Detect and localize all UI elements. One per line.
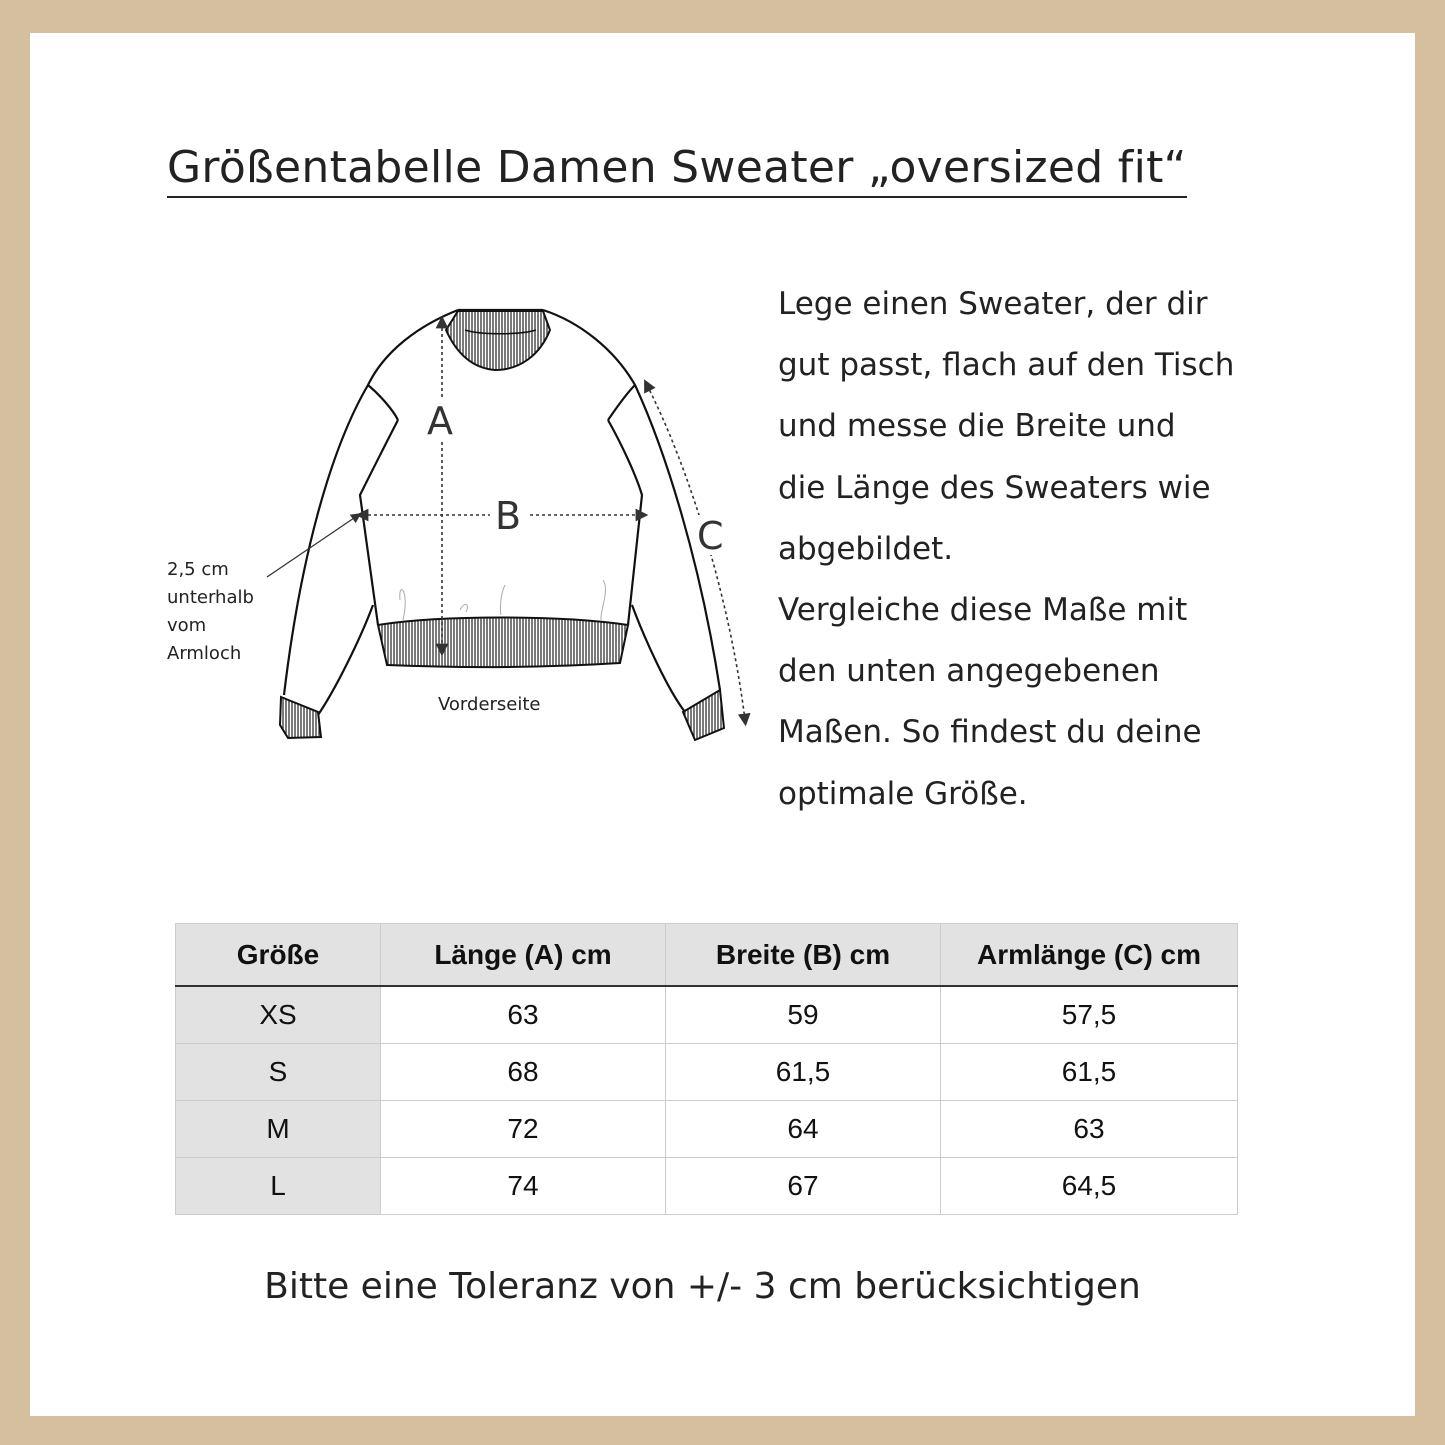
cell-size: L xyxy=(175,1157,381,1215)
label-b: B xyxy=(495,494,521,538)
table-header-row: Größe Länge (A) cm Breite (B) cm Armläng… xyxy=(175,923,1238,987)
cell-arm-length: 61,5 xyxy=(940,1043,1238,1101)
header-arm-length: Armlänge (C) cm xyxy=(940,923,1238,987)
table-row: M 72 64 63 xyxy=(175,1100,1238,1158)
instruction-line: gut passt, flach auf den Tisch xyxy=(778,347,1235,384)
note-line: vom xyxy=(167,615,207,636)
table-row: S 68 61,5 61,5 xyxy=(175,1043,1238,1101)
cell-length: 74 xyxy=(380,1157,666,1215)
page-title: Größentabelle Damen Sweater „oversized f… xyxy=(167,140,1187,198)
table-row: XS 63 59 57,5 xyxy=(175,985,1238,1044)
cell-length: 63 xyxy=(380,985,666,1044)
cell-length: 72 xyxy=(380,1100,666,1158)
measure-c-arrow xyxy=(644,379,751,727)
instruction-line: Vergleiche diese Maße mit xyxy=(778,592,1188,629)
diagram-caption: Vorderseite xyxy=(438,694,541,715)
cell-arm-length: 57,5 xyxy=(940,985,1238,1044)
table-row: L 74 67 64,5 xyxy=(175,1157,1238,1215)
hem-rib xyxy=(376,616,630,669)
left-cuff xyxy=(278,695,323,740)
note-line: 2,5 cm xyxy=(167,559,229,580)
instructions-text: Lege einen Sweater, der dir gut passt, f… xyxy=(778,274,1278,825)
instruction-line: Maßen. So findest du deine xyxy=(778,714,1202,751)
instruction-line: Lege einen Sweater, der dir xyxy=(778,286,1208,322)
armhole-note: 2,5 cm unterhalb vom Armloch xyxy=(167,556,254,668)
cell-size: XS xyxy=(175,985,381,1044)
label-a: A xyxy=(427,399,453,443)
cell-width: 61,5 xyxy=(665,1043,941,1101)
size-table: Größe Länge (A) cm Breite (B) cm Armläng… xyxy=(175,923,1238,1215)
instruction-line: die Länge des Sweaters wie xyxy=(778,469,1211,506)
cell-width: 59 xyxy=(665,985,941,1044)
cell-width: 64 xyxy=(665,1100,941,1158)
label-c: C xyxy=(697,514,724,558)
cell-arm-length: 64,5 xyxy=(940,1157,1238,1215)
right-cuff xyxy=(681,688,726,742)
neck-rib xyxy=(444,310,552,372)
header-size: Größe xyxy=(175,923,381,987)
instruction-line: abgebildet. xyxy=(778,530,954,567)
instruction-line: den unten angegebenen xyxy=(778,653,1160,690)
tolerance-note: Bitte eine Toleranz von +/- 3 cm berücks… xyxy=(264,1266,1141,1307)
cell-width: 67 xyxy=(665,1157,941,1215)
note-line: unterhalb xyxy=(167,587,254,608)
pointer-arrow xyxy=(266,513,362,578)
note-line: Armloch xyxy=(167,643,242,664)
instruction-line: optimale Größe. xyxy=(778,775,1028,812)
cell-length: 68 xyxy=(380,1043,666,1101)
cell-size: M xyxy=(175,1100,381,1158)
header-length: Länge (A) cm xyxy=(380,923,666,987)
instruction-line: und messe die Breite und xyxy=(778,408,1176,445)
cell-arm-length: 63 xyxy=(940,1100,1238,1158)
header-width: Breite (B) cm xyxy=(665,923,941,987)
cell-size: S xyxy=(175,1043,381,1101)
